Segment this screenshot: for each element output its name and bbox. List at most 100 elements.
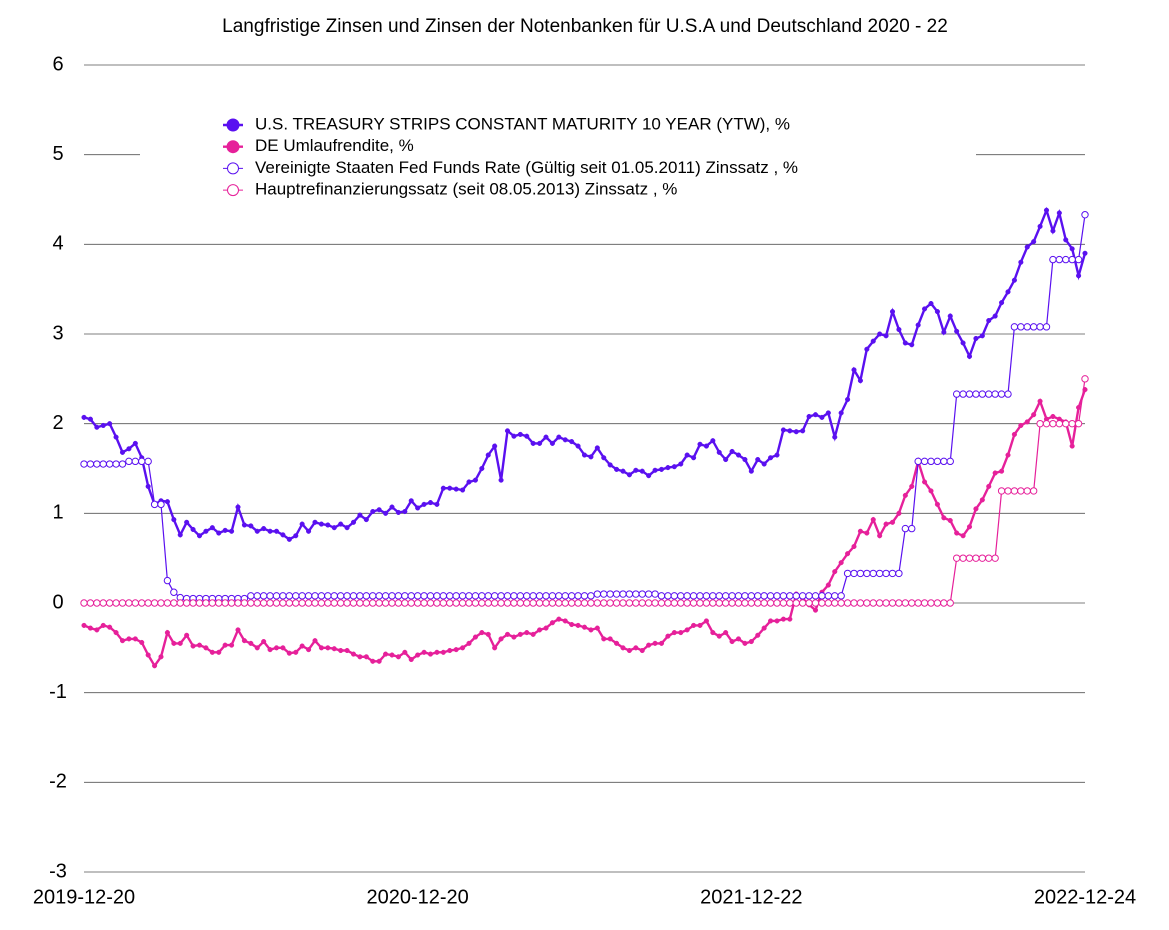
data-point [1010, 323, 1019, 331]
data-point [1011, 277, 1017, 283]
data-point [612, 599, 621, 607]
data-point [344, 525, 350, 531]
data-point [715, 592, 723, 600]
data-point [383, 651, 389, 657]
data-point [304, 592, 313, 600]
data-point [234, 599, 242, 607]
data-point [1043, 207, 1050, 213]
data-point [523, 592, 531, 600]
data-point [407, 599, 415, 607]
data-point [395, 654, 401, 660]
data-point [537, 627, 543, 633]
data-point [543, 434, 549, 440]
data-point [657, 599, 666, 607]
data-point [768, 455, 774, 461]
data-point [825, 410, 831, 416]
data-point [920, 457, 929, 466]
data-point [215, 599, 223, 607]
legend-label: U.S. TREASURY STRIPS CONSTANT MATURITY 1… [255, 114, 790, 133]
data-point [163, 576, 172, 585]
data-point [735, 636, 742, 642]
data-point [665, 633, 671, 639]
data-point [478, 599, 486, 607]
data-point [754, 599, 762, 607]
data-point [845, 396, 851, 403]
data-point [793, 429, 799, 435]
data-point [1036, 419, 1044, 428]
data-point [766, 599, 775, 607]
data-point [588, 454, 594, 460]
data-point [607, 462, 613, 468]
data-point [703, 618, 709, 624]
data-point [221, 599, 229, 607]
data-point [837, 592, 845, 600]
data-point [362, 592, 371, 600]
data-point [870, 517, 876, 523]
data-point [625, 590, 634, 598]
data-point [869, 569, 877, 578]
data-point [1037, 398, 1043, 404]
data-point [357, 654, 363, 660]
data-point [542, 592, 550, 600]
data-point [285, 592, 294, 600]
data-point [973, 506, 979, 512]
data-point [556, 434, 562, 440]
data-point [895, 599, 903, 607]
data-point [1063, 237, 1069, 243]
data-point [240, 599, 249, 607]
data-point [1036, 323, 1044, 331]
data-point [87, 416, 93, 422]
data-point [100, 422, 106, 429]
data-point [164, 630, 170, 636]
data-point [561, 599, 569, 607]
data-point [272, 599, 281, 607]
data-point [678, 630, 684, 636]
data-point [299, 521, 305, 527]
data-point [646, 473, 652, 479]
y-tick-label: 5 [52, 143, 63, 165]
data-point [741, 599, 749, 607]
data-point [492, 645, 498, 651]
data-point [665, 465, 671, 471]
data-point [402, 649, 408, 655]
data-point [299, 643, 305, 649]
data-point [446, 592, 454, 600]
data-point [633, 467, 639, 473]
data-point [863, 599, 871, 607]
data-point [896, 510, 902, 516]
data-point [370, 508, 376, 515]
data-point [388, 599, 396, 607]
data-point [279, 592, 287, 600]
data-point [1011, 431, 1017, 437]
data-point [986, 483, 992, 489]
data-point [824, 599, 833, 607]
data-point [702, 599, 711, 607]
data-point [574, 599, 582, 607]
data-point [594, 625, 600, 631]
data-point [850, 599, 858, 607]
data-point [786, 599, 794, 607]
data-point [644, 590, 653, 598]
data-point [927, 457, 935, 466]
data-point [209, 649, 215, 655]
data-point [267, 647, 273, 653]
data-point [973, 335, 979, 342]
data-point [702, 592, 711, 600]
data-point [1042, 323, 1051, 331]
data-point [864, 530, 870, 536]
data-point [144, 599, 152, 607]
data-point [1010, 487, 1019, 495]
data-point [479, 630, 485, 636]
data-point [511, 634, 517, 640]
data-point [529, 599, 537, 607]
data-point [426, 592, 435, 600]
data-point [850, 569, 858, 578]
data-point [729, 639, 735, 645]
data-point [484, 599, 492, 607]
data-point [946, 457, 954, 466]
data-point [369, 592, 377, 600]
data-point [882, 569, 890, 578]
data-point [832, 434, 838, 440]
data-point [267, 528, 273, 534]
